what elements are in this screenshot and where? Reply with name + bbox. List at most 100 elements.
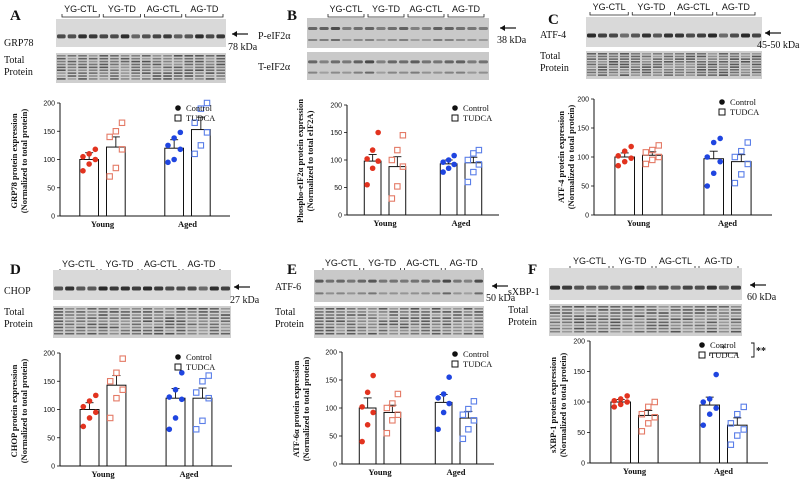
protein-band <box>587 69 596 71</box>
protein-band <box>54 308 64 310</box>
protein-band <box>142 60 151 63</box>
protein-band <box>99 34 109 39</box>
group-label: AG-CTL <box>144 4 183 18</box>
protein-band <box>54 317 64 319</box>
protein-band <box>319 39 329 41</box>
protein-band <box>694 315 705 317</box>
group-label: AG-CTL <box>407 4 445 18</box>
legend-marker-tudca <box>174 114 182 122</box>
data-point <box>706 396 713 402</box>
protein-band <box>741 63 750 66</box>
data-point <box>731 153 739 161</box>
data-point <box>359 404 365 410</box>
protein-band <box>109 323 119 326</box>
protein-band <box>622 330 633 333</box>
data-point <box>375 158 381 164</box>
protein-band <box>336 326 345 329</box>
legend-marker-control <box>452 351 458 357</box>
data-point <box>655 153 663 161</box>
protein-band <box>562 312 573 314</box>
protein-band <box>78 78 87 80</box>
data-point <box>197 105 205 112</box>
protein-band <box>609 61 618 63</box>
blot-background <box>586 17 762 47</box>
protein-band <box>598 309 609 311</box>
protein-band <box>325 308 335 310</box>
protein-band <box>682 321 693 324</box>
protein-band <box>410 308 420 310</box>
protein-band <box>664 63 673 66</box>
protein-band <box>474 279 483 283</box>
protein-band <box>120 326 130 329</box>
protein-band <box>315 329 324 332</box>
data-point <box>383 404 391 412</box>
protein-band <box>694 312 705 314</box>
group-bracket <box>674 12 714 16</box>
protein-band <box>376 27 386 30</box>
protein-band <box>76 323 86 326</box>
protein-band <box>463 329 473 332</box>
protein-band <box>198 308 208 310</box>
protein-band <box>76 311 86 313</box>
panel-letter: D <box>10 262 21 278</box>
blot-row-label: Total Protein <box>275 307 304 330</box>
protein-band <box>165 286 175 291</box>
protein-band <box>165 326 175 329</box>
protein-band <box>467 27 477 30</box>
data-point <box>389 417 396 424</box>
protein-band <box>88 78 98 80</box>
data-point <box>465 405 472 413</box>
protein-band <box>706 312 717 314</box>
protein-band <box>209 317 219 319</box>
protein-band <box>195 78 204 80</box>
protein-band <box>410 27 420 30</box>
protein-band <box>378 279 388 283</box>
protein-band <box>433 39 443 41</box>
protein-band <box>730 306 741 308</box>
protein-band <box>752 58 761 60</box>
protein-band <box>653 33 662 38</box>
protein-band <box>752 53 761 55</box>
protein-band <box>364 39 375 41</box>
protein-band <box>694 330 705 333</box>
group-label-text: AG-TD <box>190 4 218 14</box>
protein-band <box>378 326 388 329</box>
protein-band <box>431 279 441 283</box>
protein-band <box>152 78 162 80</box>
protein-band <box>658 321 669 324</box>
protein-band <box>110 66 119 69</box>
protein-band <box>165 314 175 316</box>
protein-band <box>453 320 462 323</box>
group-label-text: AG-TD <box>722 2 750 12</box>
protein-band <box>642 74 651 76</box>
protein-band <box>410 311 420 313</box>
protein-band <box>587 66 596 68</box>
protein-band <box>325 311 335 313</box>
protein-band <box>143 326 153 329</box>
protein-band <box>658 324 669 327</box>
data-point <box>370 372 376 379</box>
protein-band <box>54 314 64 316</box>
protein-band <box>389 317 398 319</box>
panel-f: F YG-CTL YG-TD AG-CTL AG-TD sXBP-1 Total Protei… <box>508 256 777 476</box>
protein-band <box>697 63 706 66</box>
protein-band <box>143 317 153 319</box>
protein-band <box>708 53 717 55</box>
group-label-text: YG-CTL <box>593 2 626 12</box>
group-label-text: YG-CTL <box>325 258 358 268</box>
y-tick-label: 100 <box>43 157 55 164</box>
protein-band <box>76 317 86 319</box>
y-tick-label: 0 <box>333 462 337 469</box>
protein-band <box>467 39 477 41</box>
protein-band <box>195 60 204 63</box>
data-point <box>642 149 650 156</box>
protein-band <box>598 285 609 290</box>
protein-band <box>586 324 597 327</box>
protein-band <box>315 292 324 295</box>
protein-band <box>719 53 728 55</box>
protein-band <box>195 75 204 77</box>
protein-band <box>431 323 441 326</box>
panel-letter: B <box>287 8 297 24</box>
protein-band <box>474 323 483 326</box>
protein-band <box>718 315 729 317</box>
